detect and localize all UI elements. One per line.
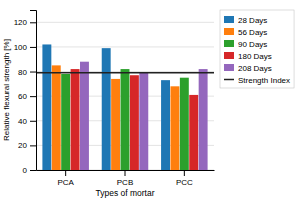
tick-label: 120 xyxy=(14,18,28,27)
bar-series xyxy=(80,62,208,170)
axis-line xyxy=(30,11,37,171)
legend-label: Strength Index xyxy=(238,76,290,85)
tick-label: 80 xyxy=(18,68,27,77)
marks xyxy=(36,44,214,170)
bar xyxy=(71,69,80,170)
grid xyxy=(36,22,214,170)
tick: PCB xyxy=(117,170,133,187)
tick-mark xyxy=(125,170,126,176)
tick-mark xyxy=(65,170,66,176)
bar xyxy=(61,74,70,170)
bar xyxy=(130,75,139,170)
tick-label: 60 xyxy=(18,92,27,101)
legend: 28 Days 56 Days 90 Days 180 Days 208 Days Str… xyxy=(220,10,294,88)
tick: 60 xyxy=(18,92,36,101)
tick-label: PCC xyxy=(176,178,193,187)
legend-swatch xyxy=(224,28,234,35)
tick-label: PCA xyxy=(57,178,74,187)
y-axis-title: Relative flexural strength [%] xyxy=(2,39,11,141)
bar xyxy=(170,86,179,170)
bar xyxy=(189,95,198,170)
tick: 20 xyxy=(18,141,36,150)
bar-series xyxy=(71,69,199,170)
tick-mark xyxy=(30,47,36,48)
bar-series xyxy=(52,65,180,170)
chart-container: PCA PCB PCC 0 20 40 60 80 100 120 Types of mortar R… xyxy=(0,0,300,200)
bar-series xyxy=(42,44,170,170)
tick-mark xyxy=(30,22,36,23)
legend-item: 56 Days xyxy=(224,28,267,37)
legend-item: 90 Days xyxy=(224,40,267,49)
tick-mark xyxy=(30,96,36,97)
tick-label: 20 xyxy=(18,141,27,150)
bar xyxy=(139,73,148,170)
bar xyxy=(102,48,111,170)
tick: PCA xyxy=(57,170,74,187)
x-axis-title: Types of mortar xyxy=(95,188,154,198)
tick: 120 xyxy=(14,18,36,27)
tick-label: 0 xyxy=(23,166,28,175)
bar xyxy=(180,78,189,170)
tick-mark xyxy=(30,72,36,73)
legend-swatch xyxy=(224,40,234,47)
tick-mark xyxy=(184,170,185,176)
tick-mark xyxy=(30,121,36,122)
legend-label: 90 Days xyxy=(238,40,267,49)
bar xyxy=(52,65,61,170)
tick: 80 xyxy=(18,68,36,77)
bar xyxy=(42,44,51,170)
legend-item: 180 Days xyxy=(224,52,272,61)
tick-label: 100 xyxy=(14,43,28,52)
tick-label: PCB xyxy=(117,178,133,187)
legend-swatch xyxy=(224,16,234,23)
legend-label: 180 Days xyxy=(238,52,272,61)
legend-item: 208 Days xyxy=(224,64,272,73)
tick: 0 xyxy=(23,166,36,175)
bar xyxy=(121,69,130,170)
y-axis: 0 20 40 60 80 100 120 xyxy=(14,11,37,176)
legend-swatch xyxy=(224,79,234,81)
plot: PCA PCB PCC 0 20 40 60 80 100 120 Types of mortar xyxy=(14,11,215,199)
x-axis: PCA PCB PCC xyxy=(37,170,215,187)
legend-label: 56 Days xyxy=(238,28,267,37)
bar xyxy=(111,79,120,170)
chart-svg: PCA PCB PCC 0 20 40 60 80 100 120 Types of mortar R… xyxy=(0,0,300,200)
bar xyxy=(80,62,89,170)
tick: PCC xyxy=(176,170,193,187)
grid-line xyxy=(36,46,214,47)
bar xyxy=(161,80,170,170)
legend-item: 28 Days xyxy=(224,16,267,25)
tick: 100 xyxy=(14,43,36,52)
bar xyxy=(199,69,208,170)
legend-item: Strength Index xyxy=(224,76,290,85)
tick-mark xyxy=(30,145,36,146)
strength-index-line xyxy=(36,72,214,74)
tick-mark xyxy=(30,170,36,171)
grid-line xyxy=(36,22,214,23)
legend-label: 28 Days xyxy=(238,16,267,25)
tick-label: 40 xyxy=(18,117,27,126)
legend-swatch xyxy=(224,64,234,71)
legend-swatch xyxy=(224,52,234,59)
legend-frame xyxy=(220,10,294,88)
tick: 40 xyxy=(18,117,36,126)
legend-label: 208 Days xyxy=(238,64,272,73)
